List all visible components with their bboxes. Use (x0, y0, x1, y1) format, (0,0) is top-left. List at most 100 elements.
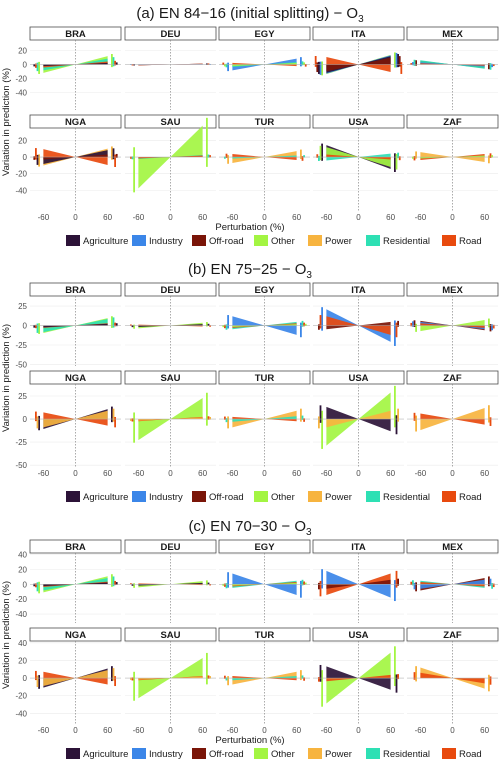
y-tick-label: 0 (23, 322, 28, 331)
panel-title-main: (c) EN 70−30 − O (188, 518, 306, 535)
facet-MEX: MEX (406, 539, 499, 623)
panel-title: (b) EN 75−25 − O3 (188, 261, 312, 281)
y-tick-label: -20 (15, 595, 27, 604)
facet-label: ZAF (443, 373, 462, 384)
y-tick-label: -50 (15, 360, 27, 369)
legend-key-other (254, 748, 268, 759)
legend-label: Agriculture (83, 492, 128, 503)
legend-label: Residential (383, 749, 430, 760)
y-tick-label: 0 (23, 415, 28, 424)
facet-label: SAU (160, 373, 180, 384)
y-tick-label: 40 (18, 639, 27, 648)
x-tick-label: 0 (168, 726, 173, 735)
legend-key-other (254, 491, 268, 502)
legend-label: Road (459, 236, 482, 247)
legend: Agriculture Industry Off-road Other Power Res… (66, 491, 482, 503)
y-tick-label: 20 (18, 565, 27, 574)
x-tick-label: 60 (198, 726, 207, 735)
facet-label: SAU (160, 630, 180, 641)
y-tick-label: -40 (15, 89, 27, 98)
facet-ITA: ITA (312, 539, 405, 623)
x-axis-title: Perturbation (%) (215, 735, 284, 746)
x-tick-label: 60 (198, 469, 207, 478)
legend-label: Residential (383, 236, 430, 247)
y-tick-label: -20 (15, 692, 27, 701)
legend-key-agriculture (66, 748, 80, 759)
x-tick-label: -60 (38, 213, 50, 222)
legend-label: Off-road (209, 492, 244, 503)
facet-SAU: SAU -60 0 60 (124, 627, 217, 735)
y-tick-label: -40 (15, 610, 27, 619)
facet-label: BRA (65, 285, 86, 296)
y-tick-label: 40 (18, 550, 27, 559)
facet-label: ITA (351, 542, 366, 553)
legend-label: Agriculture (83, 236, 128, 247)
legend-label: Other (271, 236, 295, 247)
x-tick-label: 0 (73, 469, 78, 478)
y-tick-label: 20 (18, 656, 27, 665)
legend-key-industry (132, 491, 146, 502)
panel-title-subscript: 3 (358, 14, 364, 25)
facet-label: ITA (351, 29, 366, 40)
facet-NGA: NGA 40 20 0 -20 -40 -60 0 60 (15, 627, 122, 735)
legend-key-power (308, 491, 322, 502)
wedge-road (232, 154, 297, 161)
panel-title-main: (a) EN 84−16 (initial splitting) − O (136, 5, 358, 22)
legend-key-agriculture (66, 235, 80, 246)
panel-title-subscript: 3 (306, 270, 312, 281)
x-tick-label: 0 (356, 469, 361, 478)
facet-USA: USA -60 0 60 (312, 370, 405, 478)
legend-key-residential (366, 491, 380, 502)
facet-EGY: EGY (218, 282, 311, 366)
x-tick-label: 0 (168, 469, 173, 478)
legend-key-residential (366, 235, 380, 246)
facet-label: USA (348, 117, 368, 128)
y-tick-label: -25 (15, 438, 27, 447)
facet-label: MEX (442, 285, 463, 296)
panel-0: (a) EN 84−16 (initial splitting) − O3 Var… (1, 5, 499, 247)
y-tick-label: -40 (15, 709, 27, 718)
panel-title-subscript: 3 (306, 527, 312, 538)
panel-title: (c) EN 70−30 − O3 (188, 518, 312, 538)
x-tick-label: -60 (415, 213, 427, 222)
facet-MEX: MEX (406, 282, 499, 366)
facet-label: DEU (160, 29, 180, 40)
x-tick-label: -60 (38, 726, 50, 735)
x-tick-label: 0 (73, 213, 78, 222)
x-tick-label: 60 (292, 213, 301, 222)
x-tick-label: 60 (103, 469, 112, 478)
facet-ZAF: ZAF -60 0 60 (406, 114, 499, 222)
legend-key-off-road (192, 235, 206, 246)
x-tick-label: 0 (262, 213, 267, 222)
legend: Agriculture Industry Off-road Other Power Res… (66, 235, 482, 247)
x-tick-label: -60 (227, 469, 239, 478)
x-tick-label: 60 (103, 726, 112, 735)
legend-label: Agriculture (83, 749, 128, 760)
facet-label: BRA (65, 542, 86, 553)
facet-USA: USA -60 0 60 (312, 627, 405, 735)
facet-label: ITA (351, 285, 366, 296)
x-tick-label: 0 (356, 726, 361, 735)
x-tick-label: -60 (133, 726, 145, 735)
facet-label: EGY (254, 542, 275, 553)
x-tick-label: 60 (386, 469, 395, 478)
legend: Agriculture Industry Off-road Other Power Res… (66, 748, 482, 760)
legend-label: Road (459, 749, 482, 760)
facet-label: TUR (255, 630, 275, 641)
y-tick-label: -20 (15, 170, 27, 179)
facet-label: DEU (160, 285, 180, 296)
y-axis-title: Variation in prediction (%) (1, 68, 12, 176)
x-tick-label: 60 (103, 213, 112, 222)
facet-label: USA (348, 373, 368, 384)
legend-label: Industry (149, 492, 183, 503)
y-tick-label: -40 (15, 186, 27, 195)
legend-key-power (308, 235, 322, 246)
legend-label: Power (325, 492, 352, 503)
facet-label: USA (348, 630, 368, 641)
legend-key-industry (132, 235, 146, 246)
x-tick-label: -60 (415, 469, 427, 478)
x-tick-label: 0 (450, 469, 455, 478)
facet-DEU: DEU (124, 282, 217, 366)
legend-label: Power (325, 236, 352, 247)
